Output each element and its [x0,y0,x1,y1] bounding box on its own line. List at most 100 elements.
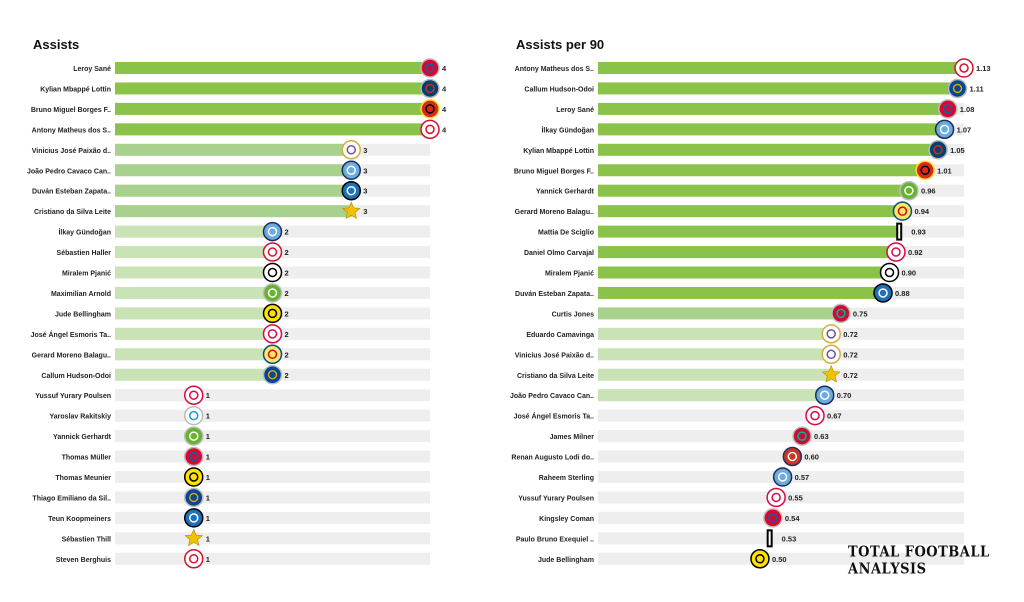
atalanta-badge [341,180,361,201]
atalanta-badge [873,283,893,303]
bar [115,307,273,320]
liverpool-badge [831,303,851,324]
bar [115,225,273,238]
bar [598,266,890,279]
bar-row: Miralem Pjanić 0.90 [545,262,964,283]
value-label: 2 [285,269,289,278]
bar [598,225,900,238]
mancity-badge [341,160,361,180]
bar-row: Yannick Gerhardt 0.96 [536,180,964,201]
bar-row: Teun Koopmeiners 1 [48,508,430,528]
ajax-badge [262,242,283,262]
value-label: 3 [363,207,367,216]
value-label: 1 [206,555,210,564]
sheriff-badge [341,201,361,220]
bar [598,62,964,74]
leipzig-badge [262,324,283,344]
category-label: Jude Bellingham [538,557,594,564]
category-label: Sébastien Thill [62,536,111,543]
bar-row: Antony Matheus dos S.. 4 [32,119,447,140]
assists-chart: Assists Leroy Sané 4 Kylian Mbappé Lottin 4… [0,0,470,602]
wolfsburg-badge [184,426,204,446]
bar-row: Raheem Sterling 0.57 [539,467,964,487]
dortmund-badge [750,549,770,569]
bar-row: Sébastien Thill 1 [62,528,430,547]
category-label: Sébastien Haller [57,250,112,257]
bar [115,389,194,402]
bar [115,82,430,95]
bar-row: Leroy Sané 1.08 [556,99,974,119]
bar [598,307,841,320]
villarreal-badge [892,201,913,221]
bar-row: İlkay Gündoğan 1.07 [541,119,971,140]
bar [115,102,430,115]
value-label: 2 [285,371,289,380]
category-label: Vinicius José Paixão d.. [32,148,111,155]
liverpool-badge [792,426,812,446]
category-label: Vinicius José Paixão d.. [515,352,594,359]
zenit-badge [184,405,204,426]
bar [115,266,273,279]
category-label: Renan Augusto Lodi do.. [511,455,594,462]
value-label: 1 [206,534,210,543]
category-label: Leroy Sané [73,66,111,73]
category-label: Miralem Pjanić [62,271,111,278]
value-label: 2 [285,350,289,359]
bar-row: Eduardo Camavinga 0.72 [526,324,964,344]
bar [115,348,273,361]
bar-row: Daniel Olmo Carvajal 0.92 [524,242,964,262]
chelsea-badge [184,487,204,508]
bar [598,205,903,218]
bar-row: Thomas Meunier 1 [55,467,430,487]
bar-row: Miralem Pjanić 2 [62,262,430,283]
bar [115,246,273,259]
brand-logo-text: TOTAL FOOTBALL ANALYSIS [848,543,990,579]
bar-row: Yussuf Yurary Poulsen 0.55 [518,487,964,508]
category-label: José Ángel Esmoris Ta.. [31,330,111,339]
bar [598,123,945,136]
category-label: Yussuf Yurary Poulsen [518,495,594,502]
bar [115,368,273,381]
bar-row: Jude Bellingham 0.50 [538,549,964,569]
value-label: 0.90 [902,269,917,278]
category-label: José Ángel Esmoris Ta.. [514,412,594,421]
bar [598,389,825,402]
bar [598,491,777,504]
category-label: Yaroslav Rakitskiy [50,414,112,421]
bar-row: Gerard Moreno Balagu.. 0.94 [515,201,964,221]
psg-badge [420,78,440,99]
value-label: 1 [206,412,210,421]
ajax-badge [420,119,440,140]
category-label: Leroy Sané [556,107,594,114]
bar [598,143,939,156]
chelsea-badge [262,365,283,385]
value-label: 4 [442,105,447,114]
bar [598,511,773,524]
juventus-badge [896,222,903,241]
mancity-badge [262,221,283,242]
bar-row: Cristiano da Silva Leite 3 [34,201,430,220]
category-label: Cristiano da Silva Leite [34,209,111,216]
value-label: 2 [285,228,289,237]
bar-row: Gerard Moreno Balagu.. 2 [32,344,430,365]
bar [115,430,194,443]
category-label: Teun Koopmeiners [48,516,111,523]
bar [598,102,948,115]
value-label: 3 [363,146,367,155]
manutd-badge [915,160,935,180]
bar [598,327,832,340]
leipzig-badge [886,242,906,262]
category-label: İlkay Gündoğan [58,229,111,237]
value-label: 2 [285,309,289,318]
value-label: 0.96 [921,187,936,196]
besiktas-badge [262,262,283,283]
bayern-badge [420,58,440,78]
bar-row: João Pedro Cavaco Can.. 3 [27,160,430,180]
value-label: 0.54 [785,514,800,523]
value-label: 1 [206,514,210,523]
bayern-badge [763,508,783,528]
value-label: 1.05 [950,146,965,155]
bar [115,491,194,504]
psg-badge [928,140,948,160]
